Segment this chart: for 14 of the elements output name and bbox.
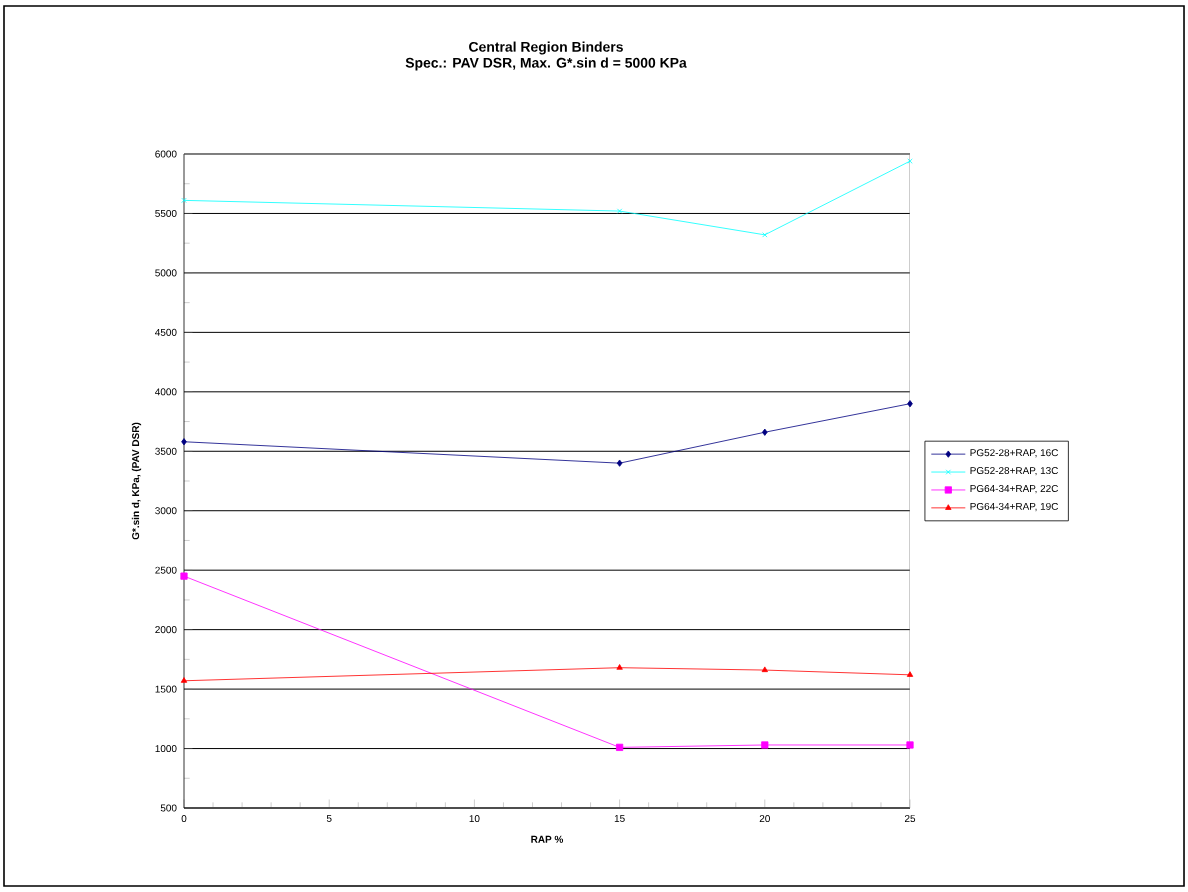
point — [762, 232, 768, 238]
point — [907, 400, 913, 408]
point — [181, 438, 187, 446]
point — [616, 208, 623, 214]
point — [616, 459, 623, 467]
point — [616, 664, 623, 670]
point — [906, 671, 914, 677]
point — [906, 741, 914, 749]
point — [180, 572, 188, 580]
point — [761, 666, 768, 673]
point — [762, 428, 768, 436]
point — [616, 743, 624, 751]
point — [761, 741, 769, 749]
point — [180, 677, 188, 683]
